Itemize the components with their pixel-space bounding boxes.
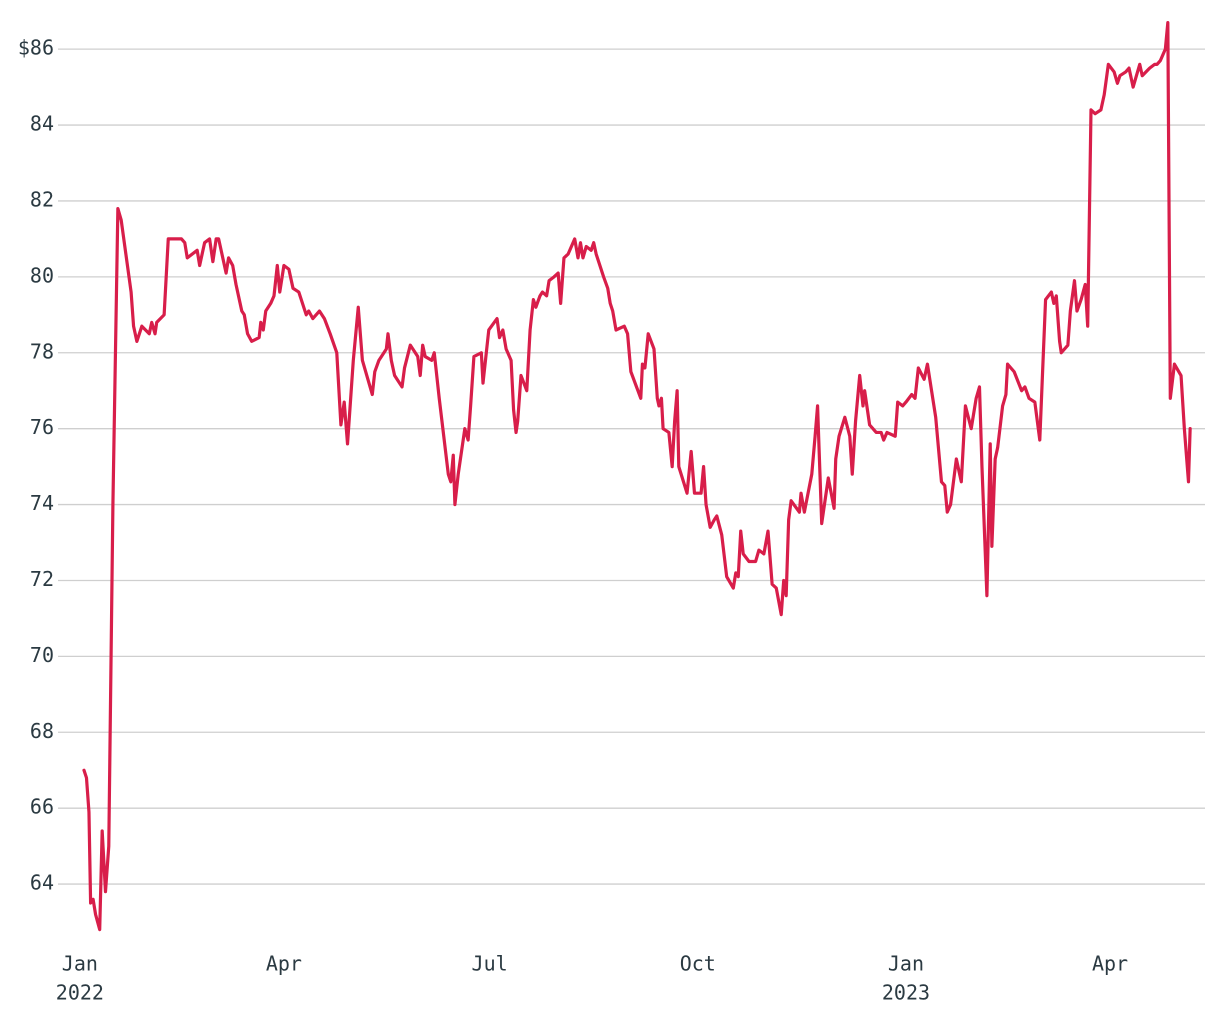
- y-tick-label: 72: [30, 567, 54, 591]
- y-tick-label: 66: [30, 795, 54, 819]
- x-tick-label: Jan: [888, 952, 924, 976]
- x-tick-label: Apr: [266, 952, 302, 976]
- x-year-label: 2022: [56, 981, 104, 1005]
- x-tick-label: Jul: [472, 952, 508, 976]
- y-tick-label: 84: [30, 112, 54, 136]
- x-year-label: 2023: [882, 981, 930, 1005]
- y-tick-label: 74: [30, 491, 54, 515]
- y-tick-label: 64: [30, 871, 54, 895]
- y-tick-label: 68: [30, 719, 54, 743]
- y-tick-label: 82: [30, 187, 54, 211]
- x-tick-label: Apr: [1092, 952, 1128, 976]
- y-tick-label: 78: [30, 339, 54, 363]
- x-tick-label: Oct: [680, 952, 716, 976]
- y-tick-label: 70: [30, 643, 54, 667]
- y-tick-label: 76: [30, 415, 54, 439]
- y-tick-label: $86: [18, 36, 54, 60]
- price-line: [82, 20, 1192, 932]
- x-tick-label: Jan: [62, 952, 98, 976]
- y-tick-label: 80: [30, 263, 54, 287]
